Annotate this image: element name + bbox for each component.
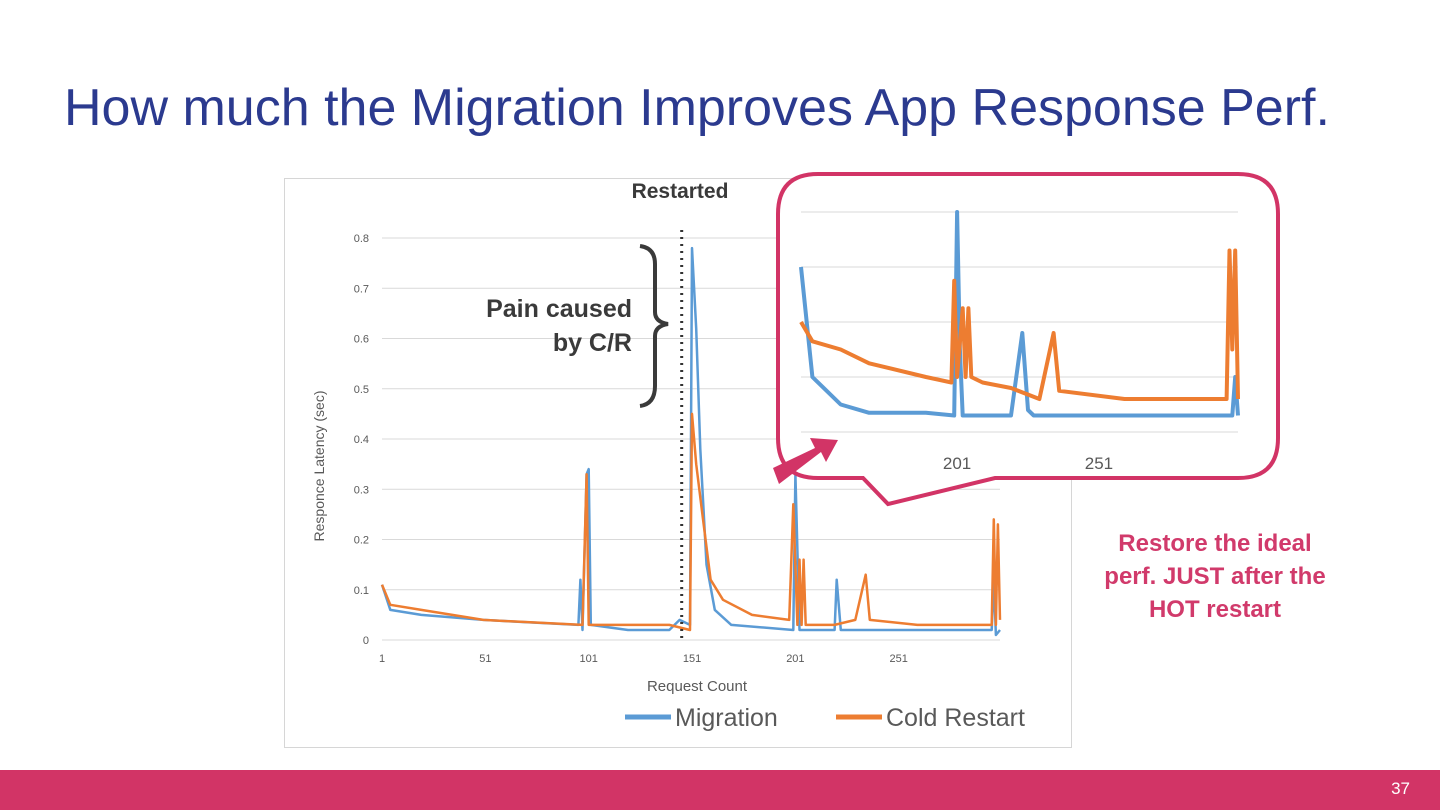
restarted-label: Restarted	[631, 180, 729, 203]
x-tick-label: 101	[580, 653, 598, 665]
y-tick-label: 0.4	[354, 434, 369, 446]
page-number: 37	[1391, 779, 1410, 798]
series-line-cold-restart	[380, 412, 1002, 632]
x-tick-label: 201	[786, 653, 804, 665]
callout-border	[776, 172, 1280, 507]
y-tick-label: 0.6	[354, 334, 369, 346]
legend-label: Cold Restart	[886, 704, 1025, 732]
restore-note: Restore the ideal perf. JUST after the H…	[1104, 530, 1326, 623]
zoom-callout	[776, 172, 1280, 507]
x-tick-label: 51	[479, 653, 491, 665]
x-tick-label: 251	[890, 653, 908, 665]
x-axis-label: Request Count	[647, 678, 748, 695]
y-tick-label: 0.5	[354, 384, 369, 396]
y-tick-label: 0.8	[354, 233, 369, 245]
inset-series-line-migration	[799, 210, 1240, 418]
footer-bar: 37	[0, 770, 1440, 810]
y-tick-label: 0	[363, 635, 369, 647]
legend-label: Migration	[675, 704, 778, 732]
y-tick-label: 0.3	[354, 484, 369, 496]
inset-series-line-cold-restart	[799, 248, 1240, 401]
pain-label: Pain caused by C/R	[452, 292, 632, 360]
inset-x-tick-label: 251	[1085, 454, 1113, 473]
y-tick-label: 0.2	[354, 535, 369, 547]
callout-arrow	[773, 438, 838, 484]
x-tick-label: 1	[379, 653, 385, 665]
pain-label-line-1: Pain caused	[486, 295, 632, 323]
pain-label-line-2: by C/R	[552, 329, 632, 357]
x-tick-label: 151	[683, 653, 701, 665]
main-chart: 00.10.20.30.40.50.60.70.8 1 51 101 151 201 25…	[311, 172, 1280, 732]
pain-brace	[639, 244, 669, 408]
y-axis-label: Responce Latency (sec)	[311, 391, 327, 542]
y-tick-label: 0.7	[354, 283, 369, 295]
series-line-migration	[380, 246, 1001, 637]
y-tick-label: 0.1	[354, 585, 369, 597]
slide-title: How much the Migration Improves App Resp…	[64, 79, 1330, 137]
inset-x-tick-label: 201	[943, 454, 971, 473]
